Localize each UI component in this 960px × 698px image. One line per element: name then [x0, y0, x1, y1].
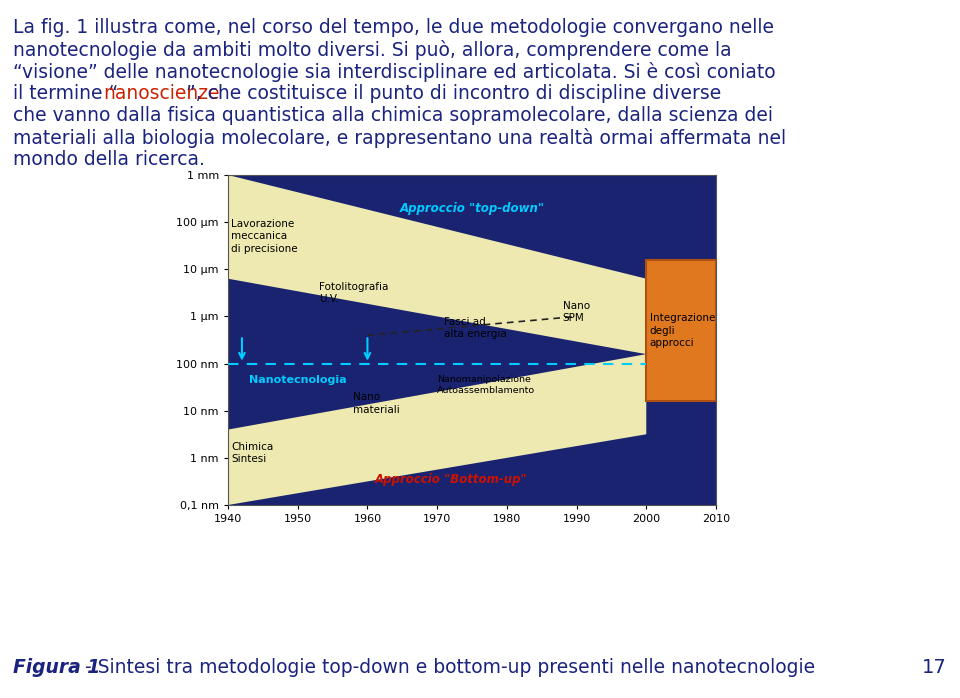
Text: La fig. 1 illustra come, nel corso del tempo, le due metodologie convergano nell: La fig. 1 illustra come, nel corso del t…	[13, 18, 774, 37]
Text: Nanomanipolazione
Autoassemblamento: Nanomanipolazione Autoassemblamento	[437, 375, 536, 395]
Text: Approccio "top-down": Approccio "top-down"	[399, 202, 544, 214]
Text: Fasci ad
alta energia: Fasci ad alta energia	[444, 317, 507, 339]
Bar	[646, 260, 716, 401]
Text: - Sintesi tra metodologie top-down e bottom-up presenti nelle nanotecnologie: - Sintesi tra metodologie top-down e bot…	[79, 658, 815, 677]
Text: 17: 17	[923, 658, 947, 677]
Text: Integrazione
degli
approcci: Integrazione degli approcci	[650, 313, 715, 348]
Polygon shape	[228, 354, 646, 505]
Text: che vanno dalla fisica quantistica alla chimica sopramolecolare, dalla scienza d: che vanno dalla fisica quantistica alla …	[13, 106, 773, 125]
Text: mondo della ricerca.: mondo della ricerca.	[13, 150, 204, 169]
Text: nanoscienze: nanoscienze	[104, 84, 220, 103]
Text: Fotolitografia
U.V.: Fotolitografia U.V.	[319, 282, 388, 304]
Text: Approccio "Bottom-up": Approccio "Bottom-up"	[374, 473, 527, 486]
Text: materiali alla biologia molecolare, e rappresentano una realtà ormai affermata n: materiali alla biologia molecolare, e ra…	[13, 128, 786, 148]
Text: “visione” delle nanotecnologie sia interdisciplinare ed articolata. Si è così co: “visione” delle nanotecnologie sia inter…	[13, 62, 776, 82]
Text: Nanotecnologia: Nanotecnologia	[249, 375, 347, 385]
Text: Chimica
Sintesi: Chimica Sintesi	[231, 442, 274, 464]
Text: il termine “: il termine “	[13, 84, 118, 103]
Text: nanotecnologie da ambiti molto diversi. Si può, allora, comprendere come la: nanotecnologie da ambiti molto diversi. …	[13, 40, 732, 60]
Polygon shape	[228, 175, 646, 354]
Text: Figura 1: Figura 1	[13, 658, 100, 677]
Text: Nano
SPM: Nano SPM	[563, 301, 589, 323]
Text: Nano
materiali: Nano materiali	[353, 392, 400, 415]
Text: Lavorazione
meccanica
di precisione: Lavorazione meccanica di precisione	[231, 219, 299, 253]
Text: ”, che costituisce il punto di incontro di discipline diverse: ”, che costituisce il punto di incontro …	[186, 84, 721, 103]
